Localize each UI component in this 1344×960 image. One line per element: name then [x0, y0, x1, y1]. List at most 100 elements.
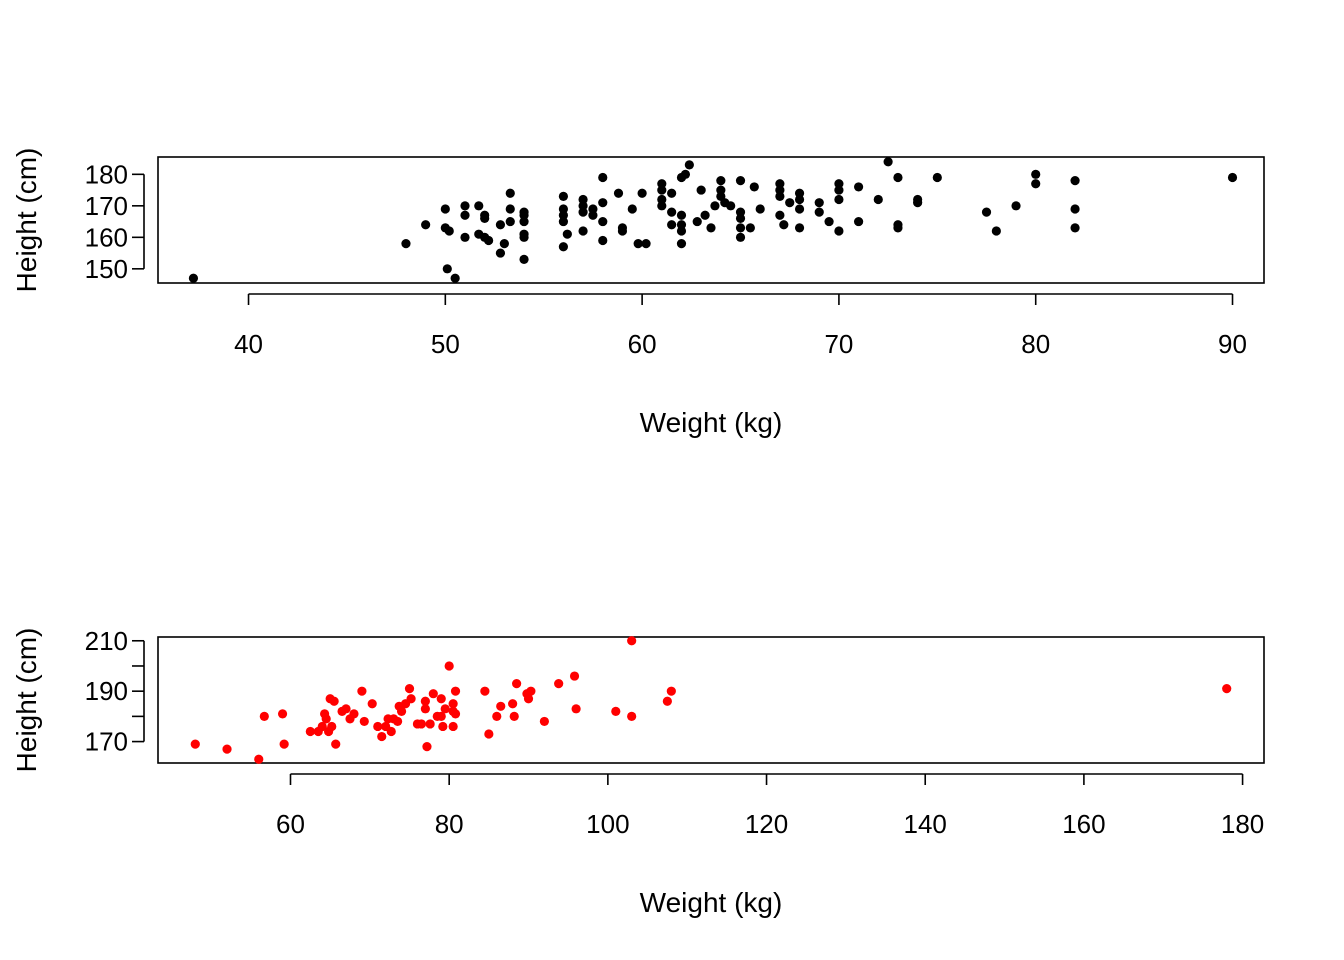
data-point: [598, 198, 608, 208]
data-point: [578, 194, 588, 205]
data-point: [460, 232, 470, 242]
data-point: [1227, 172, 1238, 183]
data-point: [667, 220, 677, 230]
data-point: [676, 210, 687, 220]
data-point: [735, 232, 746, 242]
data-point: [710, 201, 720, 211]
x-tick-label: 180: [1221, 809, 1264, 839]
data-point: [460, 210, 470, 220]
data-point: [873, 194, 883, 205]
data-point: [569, 671, 580, 681]
y-axis-title: Height (cm): [11, 628, 42, 773]
x-axis: 40 50 60 70 80 90: [234, 293, 1247, 359]
data-point: [883, 157, 893, 167]
data-point: [349, 709, 359, 719]
data-point: [558, 216, 569, 227]
data-point: [726, 201, 736, 211]
data-point: [495, 248, 506, 258]
data-point: [444, 661, 454, 671]
data-point: [558, 210, 569, 220]
y-tick-label: 150: [85, 254, 128, 284]
data-point: [190, 739, 200, 749]
data-point: [680, 169, 691, 179]
data-point: [735, 176, 746, 186]
data-point: [932, 172, 942, 183]
data-point: [706, 223, 716, 233]
y-tick-label: 180: [85, 159, 128, 189]
data-point: [484, 235, 494, 246]
data-point: [422, 742, 432, 752]
data-point: [305, 726, 315, 737]
data-point: [617, 226, 628, 236]
data-point: [505, 188, 515, 198]
data-point: [492, 711, 502, 721]
data-point: [474, 201, 484, 211]
data-point: [641, 239, 651, 249]
plot-area-box: [157, 636, 1265, 764]
data-point: [436, 711, 446, 721]
data-point: [1011, 201, 1021, 211]
data-point: [495, 220, 506, 230]
data-point: [598, 216, 608, 227]
data-point: [893, 223, 903, 233]
data-point: [421, 220, 431, 230]
data-point: [657, 201, 667, 211]
data-point: [1031, 179, 1041, 189]
data-point: [386, 726, 396, 737]
data-point: [448, 721, 458, 732]
data-point: [785, 198, 795, 208]
data-point: [834, 185, 844, 195]
data-point: [317, 721, 327, 732]
data-point: [627, 204, 637, 214]
data-point: [519, 232, 529, 242]
data-point: [444, 226, 454, 236]
data-point: [277, 709, 288, 719]
data-point: [448, 699, 458, 709]
data-point: [578, 201, 588, 211]
data-point: [526, 686, 536, 696]
data-point: [684, 160, 694, 170]
scatter-panel-bottom: 60 80 100 120 140 160 180 170 190 210 Weight (kg…: [11, 626, 1265, 918]
data-point: [1222, 684, 1232, 694]
data-point: [676, 239, 687, 249]
data-point: [588, 204, 598, 214]
data-point: [428, 689, 438, 699]
data-point: [505, 204, 515, 214]
data-point: [254, 754, 264, 764]
data-point: [794, 204, 805, 214]
data-point: [393, 716, 403, 727]
data-point: [814, 198, 824, 208]
x-tick-label: 100: [586, 809, 629, 839]
data-point: [509, 711, 519, 721]
data-point: [460, 201, 470, 211]
data-point: [539, 716, 549, 727]
data-point: [716, 185, 726, 195]
data-point: [700, 210, 710, 220]
data-point: [341, 704, 351, 714]
data-point: [627, 636, 637, 646]
data-point: [558, 204, 569, 214]
data-point: [794, 223, 805, 233]
plot-area-box: [157, 156, 1265, 284]
data-point: [676, 226, 687, 236]
data-point: [436, 694, 446, 704]
x-tick-label: 120: [745, 809, 788, 839]
data-point: [794, 194, 805, 205]
data-point: [558, 191, 569, 201]
data-point: [505, 216, 515, 227]
y-tick-label: 170: [85, 727, 128, 757]
y-axis-title: Height (cm): [11, 148, 42, 293]
data-point: [1031, 169, 1041, 179]
data-point: [321, 714, 331, 724]
data-point: [613, 188, 624, 198]
data-point: [666, 686, 676, 696]
data-point: [692, 216, 702, 227]
data-point: [480, 686, 490, 696]
data-point: [834, 179, 844, 189]
y-axis: 170 190 210: [85, 626, 145, 757]
data-point: [373, 721, 383, 732]
x-tick-label: 80: [1021, 329, 1050, 359]
